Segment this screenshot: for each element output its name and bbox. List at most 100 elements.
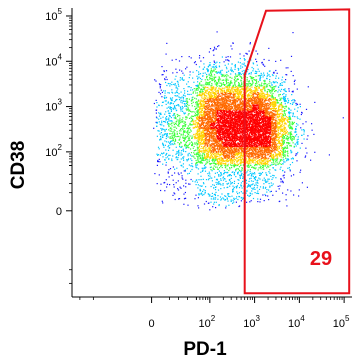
event-dot [246,99,249,102]
event-dot [245,180,247,182]
event-dot [229,69,232,71]
event-dot [270,92,272,94]
event-dot [280,124,283,126]
event-dot [297,117,299,120]
event-dot [241,103,243,105]
event-dot [272,81,274,83]
event-dot [161,134,163,136]
event-dot [265,173,268,176]
event-dot [260,153,262,155]
event-dot [252,77,254,79]
event-dot [204,87,206,89]
event-dot [271,102,273,104]
event-dot [289,111,291,113]
event-dot [271,84,273,86]
event-dot [273,156,275,158]
event-dot [278,120,280,122]
event-dot [265,186,267,188]
event-dot [183,88,185,90]
event-dot [232,156,234,158]
event-dot [201,145,203,148]
event-dot [228,83,230,85]
event-dot [205,186,207,188]
event-dot [272,114,274,116]
event-dot [274,109,276,111]
event-dot [166,134,168,136]
event-dot [180,108,182,111]
event-dot [218,159,220,161]
event-dot [219,146,221,148]
event-dot [290,118,292,120]
event-dot [227,56,229,58]
event-dot [213,158,215,160]
event-dot [237,171,239,173]
event-dot [259,99,261,102]
event-dot [241,70,243,72]
event-dot [282,110,284,112]
event-dot [198,119,200,121]
event-dot [179,97,181,99]
event-dot [238,97,240,99]
event-dot [283,161,285,163]
event-dot [261,98,263,100]
event-dot [195,98,197,100]
event-dot [191,120,193,122]
event-dot [209,108,211,110]
event-dot [264,65,266,67]
event-dot [231,70,233,72]
event-dot [252,180,254,182]
event-dot [208,171,210,173]
event-dot [179,79,181,81]
event-dot [198,145,200,147]
event-dot [199,134,201,136]
event-dot [176,133,178,135]
event-dot [208,83,211,85]
event-dot [259,178,261,180]
event-dot [220,73,222,75]
event-dot [212,151,214,154]
event-dot [256,71,258,73]
event-dot [220,161,222,164]
event-dot [256,83,258,85]
event-dot [255,184,257,186]
event-dot [195,115,197,117]
event-dot [165,153,167,155]
event-dot [188,139,190,141]
event-dot [249,178,251,180]
event-dot [229,82,232,85]
event-dot [155,80,157,82]
event-dot [172,135,174,137]
event-dot [229,196,231,198]
event-dot [206,84,208,86]
event-dot [259,160,261,162]
event-dot [235,100,237,102]
event-dot [284,128,286,130]
event-dot [250,162,252,164]
event-dot [185,105,187,107]
event-dot [286,142,288,144]
event-dot [302,129,305,131]
event-dot [211,71,213,73]
event-dot [212,206,214,208]
event-dot [207,193,209,195]
event-dot [222,162,224,164]
event-dot [278,116,281,118]
event-dot [235,101,237,103]
event-dot [168,123,170,125]
event-dot [242,164,245,166]
event-dot [231,160,233,162]
event-dot [189,131,191,133]
event-dot [227,156,229,159]
event-dot [266,108,268,110]
event-dot [215,197,217,199]
event-dot [200,139,202,141]
event-dot [261,90,263,92]
event-dot [282,136,284,138]
event-dot [268,98,270,100]
event-dot [259,155,261,157]
event-dot [313,133,315,135]
event-dot [208,177,210,180]
event-dot [194,135,196,138]
event-dot [188,158,190,160]
event-dot [201,127,203,130]
